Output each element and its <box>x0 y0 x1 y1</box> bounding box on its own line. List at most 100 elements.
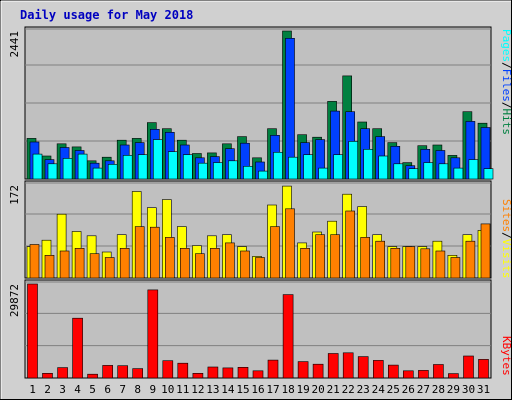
bar-sites-day-13 <box>210 248 220 279</box>
bar-kbytes-day-18 <box>282 294 294 379</box>
bar-pages-day-1 <box>32 153 43 180</box>
legend-kbytes: KBytes <box>500 336 512 376</box>
bar-kbytes-day-16 <box>252 370 264 379</box>
bar-kbytes-day-1 <box>27 283 38 379</box>
bar-pages-day-18 <box>288 156 298 180</box>
bar-sites-day-29 <box>450 257 461 279</box>
x-tick-day-15: 15 <box>236 383 249 396</box>
chart-title: Daily usage for May 2018 <box>20 8 193 22</box>
bar-pages-day-20 <box>318 167 328 180</box>
bar-pages-day-26 <box>408 168 419 180</box>
bar-kbytes-day-21 <box>327 353 339 379</box>
bar-sites-day-20 <box>315 234 325 279</box>
bar-pages-day-9 <box>153 139 163 180</box>
x-tick-day-2: 2 <box>44 383 51 396</box>
chart-panels: 2441 Pages/Files/Hits172Sites/Visits29872… <box>8 26 512 379</box>
x-tick-day-22: 22 <box>342 383 355 396</box>
bar-pages-day-30 <box>468 159 479 180</box>
bar-sites-day-21 <box>330 234 340 279</box>
legend-entry: / <box>500 62 512 69</box>
bar-pages-day-19 <box>303 154 313 180</box>
panel-kbytes: 29872 KBytes <box>8 279 512 379</box>
bar-kbytes-day-7 <box>117 365 128 379</box>
bar-kbytes-day-31 <box>478 359 489 379</box>
bar-sites-day-7 <box>119 248 130 279</box>
legend-entry: Pages <box>500 29 512 62</box>
y-max-label: 2441 <box>8 31 21 58</box>
bar-kbytes-day-29 <box>448 373 459 379</box>
bar-pages-day-7 <box>122 155 133 180</box>
series-kbytes <box>27 283 489 379</box>
bar-sites-day-9 <box>150 226 160 279</box>
x-tick-day-19: 19 <box>296 383 309 396</box>
legend-entry: KBytes <box>500 336 512 376</box>
bar-kbytes-day-15 <box>237 366 249 379</box>
x-tick-day-10: 10 <box>161 383 174 396</box>
bar-kbytes-day-30 <box>463 355 474 379</box>
bar-sites-day-30 <box>465 240 476 279</box>
bar-sites-day-22 <box>345 210 356 279</box>
bar-pages-day-31 <box>483 168 494 180</box>
bar-sites-day-25 <box>390 248 401 279</box>
bar-sites-day-10 <box>165 237 175 279</box>
bar-pages-day-12 <box>198 162 208 180</box>
bar-kbytes-day-6 <box>102 365 113 379</box>
bar-sites-day-31 <box>480 223 491 279</box>
x-tick-day-3: 3 <box>59 383 66 396</box>
legend-visits-sites: Sites/Visits <box>500 199 512 279</box>
bar-pages-day-10 <box>168 151 178 180</box>
bar-kbytes-day-20 <box>312 363 324 379</box>
x-tick-day-12: 12 <box>191 383 204 396</box>
x-tick-day-26: 26 <box>402 383 415 396</box>
x-tick-day-4: 4 <box>74 383 81 396</box>
bar-sites-day-18 <box>285 208 295 279</box>
x-tick-day-11: 11 <box>176 383 189 396</box>
bar-sites-day-1 <box>29 244 40 279</box>
bar-pages-day-22 <box>348 141 359 180</box>
x-tick-day-24: 24 <box>372 383 386 396</box>
legend-entry: Sites <box>500 199 512 232</box>
bar-pages-day-4 <box>77 153 88 180</box>
bar-pages-day-25 <box>393 163 404 180</box>
x-tick-day-27: 27 <box>417 383 430 396</box>
bar-pages-day-28 <box>438 163 449 180</box>
bar-sites-day-24 <box>375 240 386 279</box>
bar-kbytes-day-13 <box>207 366 219 379</box>
legend-hits-files-pages: Pages/Files/Hits <box>500 29 512 135</box>
bar-sites-day-23 <box>360 237 371 279</box>
series-pages <box>32 139 494 180</box>
bar-sites-day-5 <box>89 253 100 279</box>
bar-pages-day-5 <box>92 167 103 180</box>
panel-hits-files-pages: 2441 Pages/Files/Hits <box>8 26 512 180</box>
bar-pages-day-6 <box>107 164 118 180</box>
bar-kbytes-day-19 <box>297 361 309 379</box>
bar-kbytes-day-27 <box>418 370 429 379</box>
x-tick-day-29: 29 <box>447 383 460 396</box>
bar-pages-day-13 <box>213 162 223 180</box>
bar-kbytes-day-12 <box>192 372 204 379</box>
legend-entry: Visits <box>500 239 512 279</box>
y-max-label: 29872 <box>8 284 21 317</box>
bar-kbytes-day-17 <box>267 359 279 379</box>
bar-kbytes-day-22 <box>342 352 354 379</box>
bar-kbytes-day-23 <box>357 356 369 379</box>
x-axis-day-labels: 1 2 3 4 5 6 7 8 9 10 11 12 13 14 15 16 17 18 19 20 21 22 23 24 2… <box>29 383 490 396</box>
bar-pages-day-17 <box>273 152 283 180</box>
bar-kbytes-day-11 <box>177 362 189 379</box>
bar-pages-day-15 <box>243 166 253 180</box>
bar-kbytes-day-2 <box>42 372 53 379</box>
bar-pages-day-3 <box>62 158 73 180</box>
bar-kbytes-day-14 <box>222 367 234 379</box>
bar-kbytes-day-4 <box>72 317 83 379</box>
legend-entry: / <box>500 232 512 239</box>
bar-kbytes-day-10 <box>162 360 174 379</box>
bar-sites-day-4 <box>74 248 85 279</box>
x-tick-day-5: 5 <box>89 383 96 396</box>
x-tick-day-25: 25 <box>387 383 400 396</box>
bar-pages-day-14 <box>228 160 238 180</box>
bar-sites-day-14 <box>225 242 235 279</box>
x-tick-day-9: 9 <box>149 383 156 396</box>
bar-pages-day-27 <box>423 162 434 180</box>
bar-pages-day-11 <box>183 154 193 180</box>
